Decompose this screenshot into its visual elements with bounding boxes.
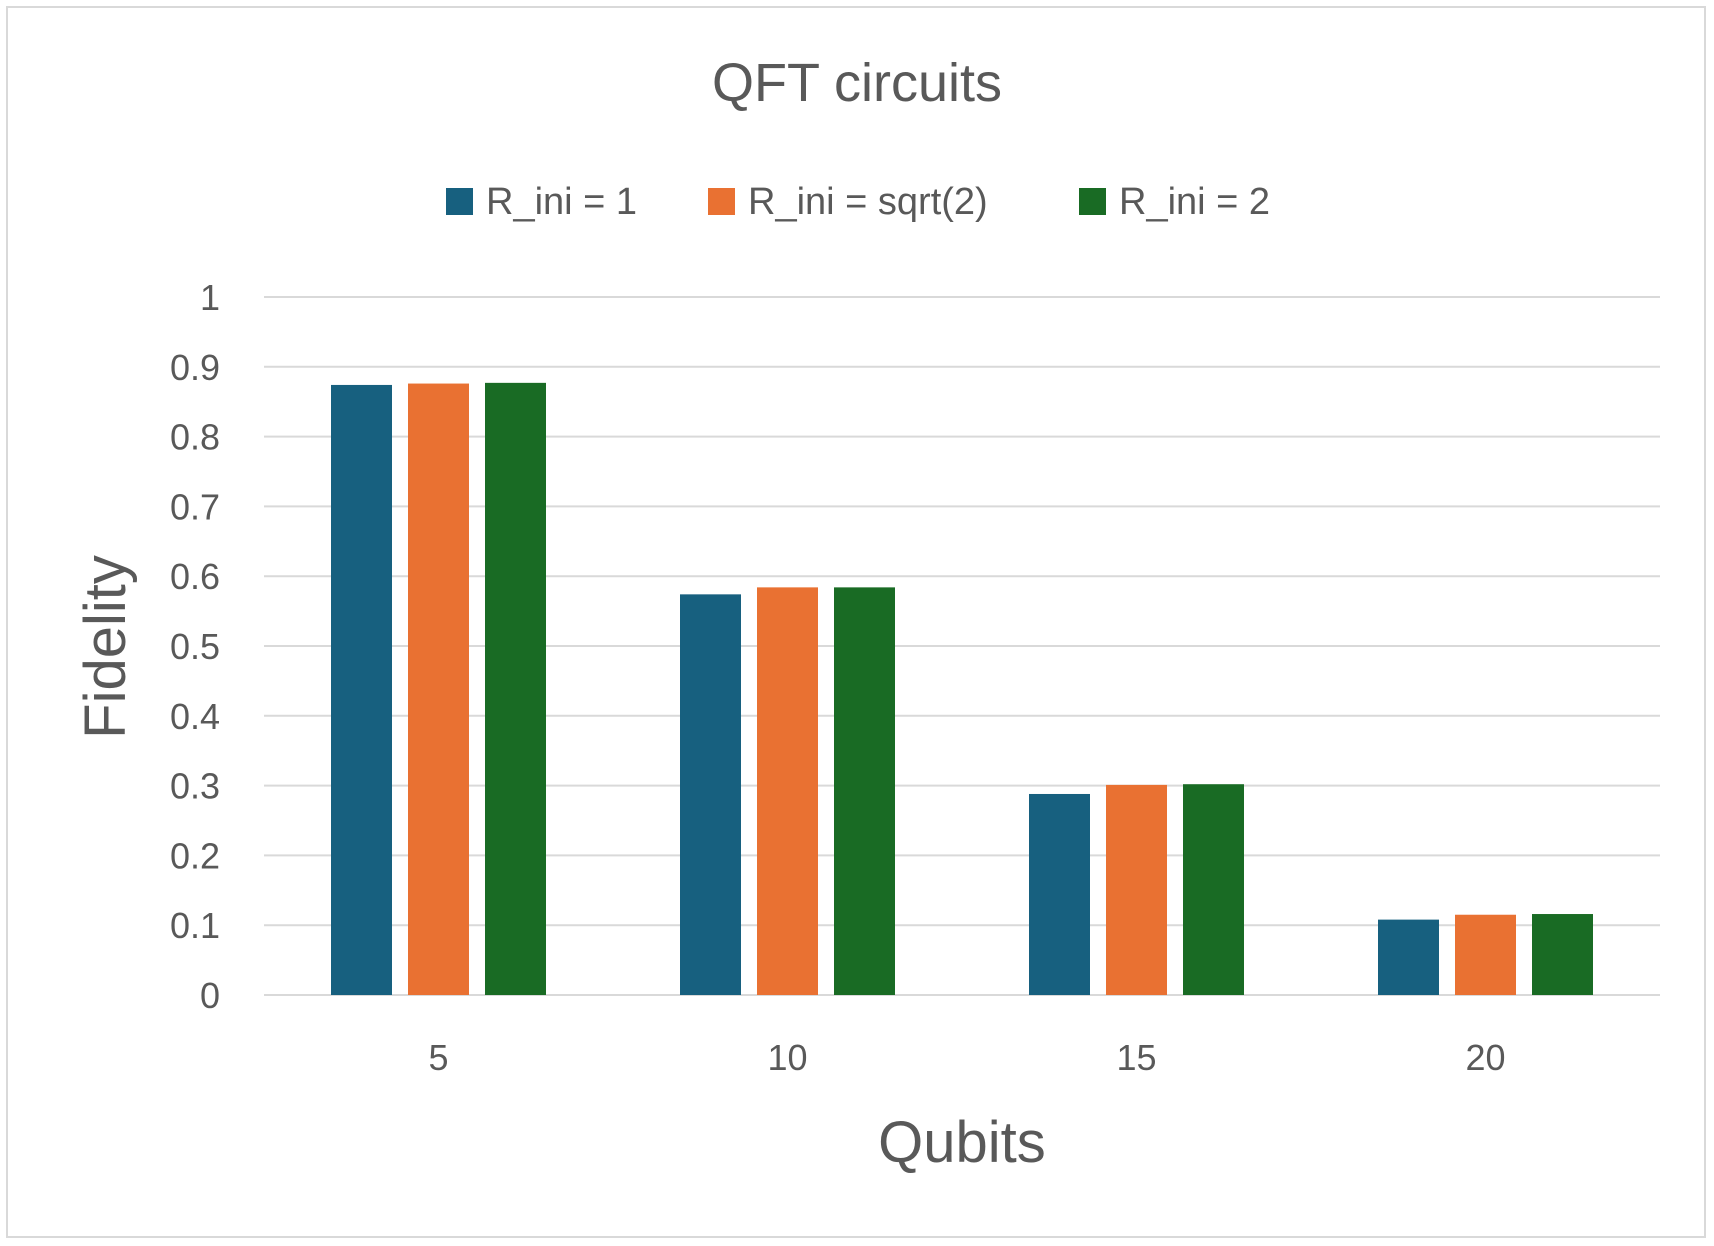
x-axis-ticks: 5 10 15 20	[428, 1037, 1505, 1078]
x-tick-label: 5	[428, 1037, 448, 1078]
legend-item: R_ini = 2	[1079, 181, 1270, 223]
bar-2-5	[408, 383, 469, 995]
y-tick-label: 0.4	[170, 696, 220, 737]
bar-3-5	[485, 382, 546, 995]
x-tick-label: 10	[767, 1037, 807, 1078]
legend-swatch	[708, 188, 735, 215]
bars	[331, 382, 1593, 995]
bar-3-10	[834, 587, 895, 995]
y-tick-label: 0.1	[170, 905, 220, 946]
chart-title: QFT circuits	[712, 53, 1002, 113]
y-axis-ticks: 0 0.1 0.2 0.3 0.4 0.5 0.6 0.7 0.8 0.9 1	[170, 277, 220, 1016]
bar-1-15	[1029, 793, 1090, 995]
y-tick-label: 0.8	[170, 417, 220, 458]
bar-2-20	[1455, 914, 1516, 995]
y-tick-label: 0.7	[170, 486, 220, 527]
legend-label: R_ini = 2	[1119, 181, 1270, 223]
y-tick-label: 0.6	[170, 556, 220, 597]
bar-1-10	[680, 594, 741, 995]
bar-1-20	[1378, 919, 1439, 995]
x-tick-label: 15	[1116, 1037, 1156, 1078]
legend-swatch	[1079, 188, 1106, 215]
legend-item: R_ini = sqrt(2)	[708, 181, 988, 223]
legend-label: R_ini = 1	[486, 181, 637, 223]
x-tick-label: 20	[1465, 1037, 1505, 1078]
y-tick-label: 0.9	[170, 347, 220, 388]
y-tick-label: 1	[200, 277, 220, 318]
y-tick-label: 0.5	[170, 626, 220, 667]
legend-label: R_ini = sqrt(2)	[748, 181, 988, 223]
bar-3-20	[1532, 914, 1593, 995]
y-tick-label: 0.3	[170, 766, 220, 807]
bar-3-15	[1183, 784, 1244, 995]
y-axis-title: Fidelity	[73, 555, 138, 739]
y-tick-label: 0	[200, 975, 220, 1016]
bar-1-5	[331, 384, 392, 995]
bar-2-15	[1106, 784, 1167, 995]
x-axis-title: Qubits	[878, 1110, 1046, 1175]
legend-swatch	[446, 188, 473, 215]
gridlines	[264, 296, 1660, 996]
legend-item: R_ini = 1	[446, 181, 637, 223]
bar-2-10	[757, 587, 818, 995]
y-tick-label: 0.2	[170, 835, 220, 876]
legend: R_ini = 1 R_ini = sqrt(2) R_ini = 2	[446, 181, 1270, 223]
